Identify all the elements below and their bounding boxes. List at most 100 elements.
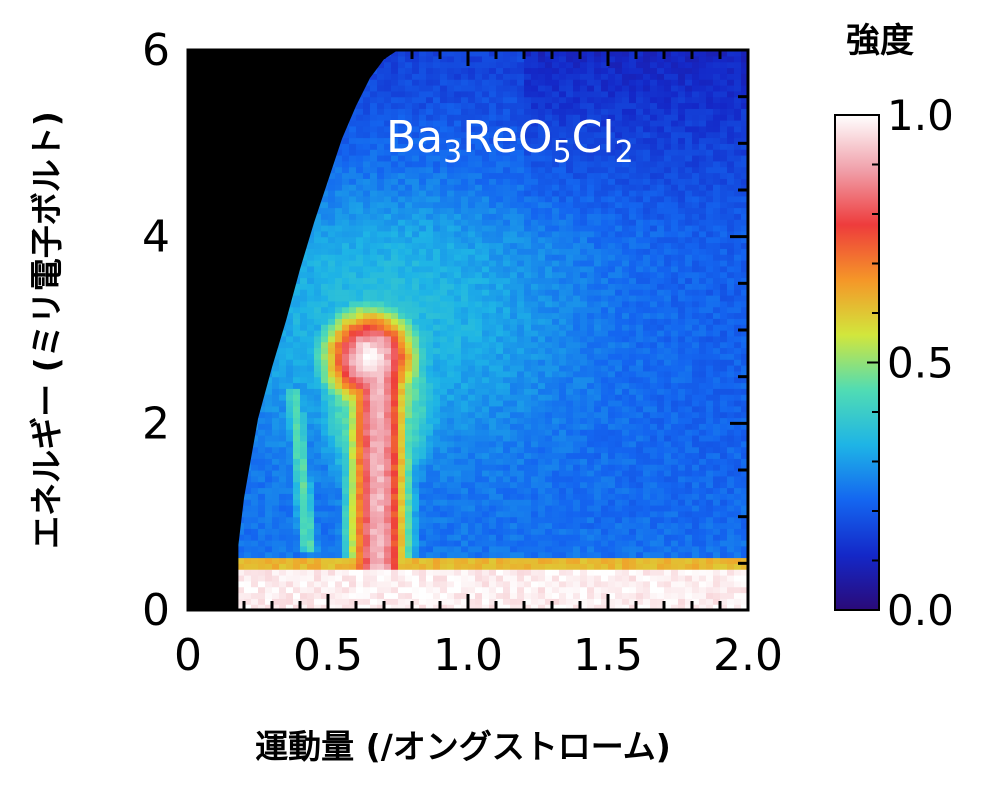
heatmap-cell	[314, 312, 322, 319]
heatmap-cell	[398, 242, 406, 249]
heatmap-cell	[398, 166, 406, 174]
heatmap-cell	[482, 557, 490, 564]
heatmap-cell	[293, 540, 301, 547]
heatmap-cell	[398, 359, 406, 366]
heatmap-cell	[398, 475, 406, 483]
heatmap-cell	[447, 178, 455, 185]
heatmap-cell	[496, 400, 504, 407]
heatmap-cell	[489, 487, 497, 494]
heatmap-cell	[524, 131, 532, 139]
heatmap-cell	[307, 405, 315, 413]
heatmap-cell	[503, 195, 511, 203]
heatmap-cell	[335, 563, 343, 570]
heatmap-cell	[524, 318, 532, 325]
heatmap-cell	[538, 260, 546, 267]
heatmap-cell	[342, 213, 350, 220]
heatmap-cell	[356, 201, 364, 209]
heatmap-cell	[454, 79, 462, 86]
heatmap-cell	[342, 300, 350, 308]
heatmap-cell	[461, 50, 469, 57]
heatmap-cell	[349, 580, 357, 588]
heatmap-cell	[538, 429, 546, 436]
heatmap-cell	[300, 470, 308, 477]
heatmap-cell	[433, 265, 441, 273]
heatmap-cell	[545, 225, 553, 232]
heatmap-cell	[461, 55, 469, 63]
heatmap-cell	[391, 470, 399, 477]
heatmap-cell	[279, 452, 287, 459]
heatmap-cell	[524, 324, 532, 331]
heatmap-cell	[531, 446, 539, 454]
heatmap-cell	[538, 534, 546, 541]
heatmap-cell	[454, 178, 462, 185]
heatmap-cell	[482, 236, 490, 244]
heatmap-cell	[475, 160, 483, 168]
heatmap-cell	[461, 195, 469, 203]
heatmap-cell	[258, 580, 266, 588]
heatmap-cell	[356, 446, 364, 454]
heatmap-cell	[286, 405, 294, 413]
heatmap-cell	[398, 464, 406, 471]
heatmap-cell	[293, 295, 301, 302]
heatmap-cell	[482, 254, 490, 261]
heatmap-cell	[482, 505, 490, 512]
heatmap-cell	[517, 365, 525, 372]
heatmap-cell	[335, 458, 343, 465]
heatmap-cell	[279, 575, 287, 582]
heatmap-cell	[335, 149, 343, 156]
heatmap-cell	[426, 55, 434, 63]
heatmap-cell	[531, 260, 539, 267]
heatmap-cell	[545, 394, 553, 401]
heatmap-cell	[307, 435, 315, 442]
heatmap-cell	[321, 569, 329, 576]
heatmap-cell	[454, 102, 462, 109]
heatmap-cell	[454, 61, 462, 69]
heatmap-cell	[440, 137, 448, 144]
heatmap-cell	[447, 318, 455, 325]
heatmap-cell	[419, 563, 427, 570]
heatmap-cell	[433, 400, 441, 407]
heatmap-cell	[447, 423, 455, 430]
heatmap-cell	[475, 516, 483, 524]
heatmap-cell	[377, 61, 385, 69]
heatmap-cell	[510, 137, 518, 144]
heatmap-cell	[384, 470, 392, 477]
heatmap-cell	[363, 190, 371, 197]
heatmap-cell	[426, 487, 434, 494]
heatmap-cell	[321, 225, 329, 232]
heatmap-cell	[503, 295, 511, 302]
heatmap-cell	[300, 551, 308, 559]
heatmap-cell	[482, 318, 490, 325]
heatmap-cell	[538, 178, 546, 185]
heatmap-cell	[482, 195, 490, 203]
heatmap-cell	[489, 563, 497, 570]
heatmap-cell	[272, 522, 280, 529]
heatmap-cell	[447, 195, 455, 203]
heatmap-cell	[419, 207, 427, 214]
heatmap-cell	[524, 388, 532, 395]
heatmap-cell	[349, 359, 357, 366]
heatmap-cell	[447, 510, 455, 518]
heatmap-cell	[517, 405, 525, 413]
heatmap-cell	[300, 475, 308, 483]
heatmap-cell	[377, 569, 385, 576]
heatmap-cell	[377, 534, 385, 541]
heatmap-cell	[412, 435, 420, 442]
heatmap-cell	[489, 365, 497, 372]
heatmap-cell	[328, 213, 336, 220]
heatmap-cell	[412, 271, 420, 279]
heatmap-cell	[510, 248, 518, 255]
heatmap-cell	[342, 592, 350, 599]
heatmap-cell	[265, 475, 273, 483]
heatmap-cell	[447, 493, 455, 500]
heatmap-cell	[426, 429, 434, 436]
heatmap-cell	[377, 166, 385, 174]
heatmap-cell	[545, 219, 553, 226]
heatmap-cell	[538, 458, 546, 465]
heatmap-cell	[454, 545, 462, 553]
heatmap-cell	[468, 178, 476, 185]
heatmap-cell	[468, 376, 476, 384]
heatmap-cell	[398, 114, 406, 121]
heatmap-cell	[412, 125, 420, 133]
heatmap-cell	[426, 160, 434, 168]
